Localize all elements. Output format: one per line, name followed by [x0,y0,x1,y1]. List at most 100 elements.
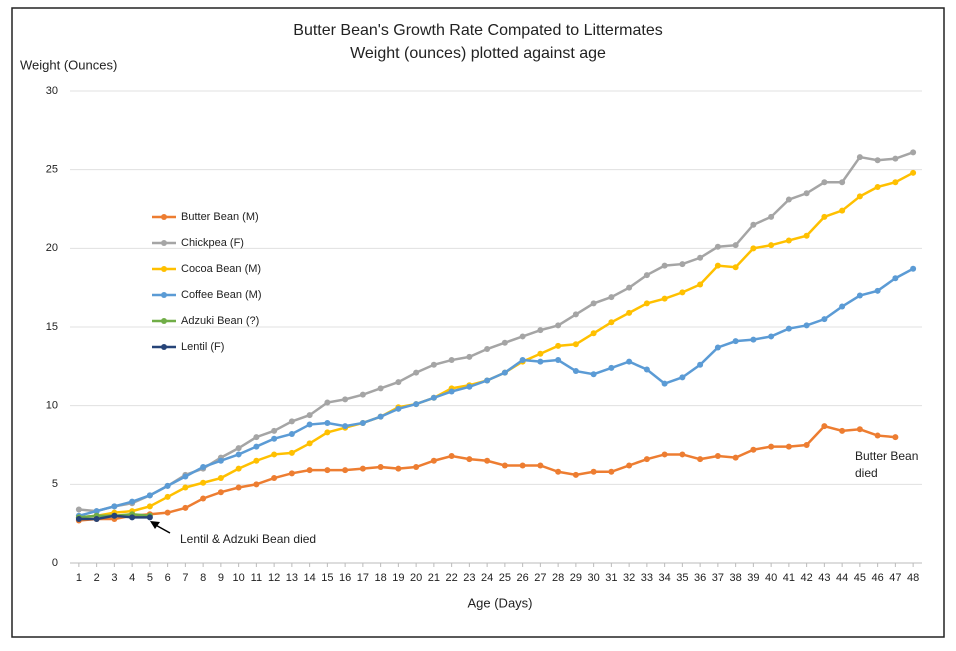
data-point [856,193,863,200]
legend-marker [161,240,167,246]
data-point [342,396,349,403]
data-point [448,453,455,460]
annotation: Lentil & Adzuki Bean died [180,532,316,546]
data-point [519,462,526,469]
data-point [164,493,171,500]
data-point [200,495,207,502]
data-point [217,475,224,482]
data-point [714,262,721,269]
data-point [324,399,331,406]
data-point [164,509,171,516]
x-tick-label: 45 [854,572,866,584]
legend-marker [161,266,167,272]
data-point [288,430,295,437]
legend-label: Lentil (F) [181,341,224,353]
legend-label: Coffee Bean (M) [181,289,262,301]
legend-marker [161,292,167,298]
data-point [537,462,544,469]
data-point [111,512,118,519]
legend-label: Chickpea (F) [181,237,244,249]
data-point [768,333,775,340]
data-point [892,155,899,162]
data-point [643,456,650,463]
data-point [466,383,473,390]
x-tick-label: 15 [321,572,333,584]
data-point [537,327,544,334]
data-point [217,489,224,496]
data-point [732,338,739,345]
data-point [661,262,668,269]
data-point [874,287,881,294]
annotation: died [855,466,878,480]
data-point [768,443,775,450]
legend-label: Cocoa Bean (M) [181,263,261,275]
data-point [714,344,721,351]
data-point [803,442,810,448]
x-tick-label: 28 [552,572,564,584]
x-tick-label: 22 [446,572,458,584]
data-point [590,468,597,475]
data-point [253,443,260,450]
data-point [430,361,437,368]
data-point [785,443,792,450]
data-point [874,183,881,190]
x-tick-label: 38 [730,572,742,584]
data-point [661,295,668,302]
data-point [821,213,828,220]
legend-label: Butter Bean (M) [181,211,259,223]
data-point [377,413,384,420]
data-point [714,453,721,460]
data-point [839,179,846,186]
data-point [306,467,313,474]
data-point [661,451,668,458]
arrow-head [150,521,160,529]
x-tick-label: 39 [747,572,759,584]
data-point [359,419,366,426]
x-tick-label: 23 [463,572,475,584]
data-point [572,311,579,318]
data-point [910,169,917,176]
data-point [697,361,704,368]
x-tick-label: 3 [111,572,117,584]
data-point [608,364,615,371]
x-tick-label: 34 [659,572,671,584]
data-point [235,451,242,458]
data-point [430,394,437,401]
data-point [519,333,526,340]
data-point [732,242,739,249]
x-tick-label: 19 [392,572,404,584]
data-point [821,179,828,186]
data-point [572,471,579,478]
data-point [590,330,597,337]
x-tick-label: 5 [147,572,153,584]
data-point [626,309,633,316]
x-tick-label: 11 [251,572,262,584]
x-tick-label: 20 [410,572,422,584]
data-point [555,468,562,475]
data-point [501,339,508,346]
data-point [146,492,153,499]
data-point [129,498,136,505]
data-point [306,440,313,447]
data-point [892,434,899,441]
data-point [413,401,420,408]
data-point [750,221,757,228]
annotation: Butter Bean [855,449,918,463]
data-point [910,149,917,156]
data-point [856,292,863,299]
data-point [288,449,295,456]
x-tick-label: 14 [304,572,316,584]
data-point [288,470,295,477]
x-tick-label: 4 [129,572,135,584]
data-point [856,154,863,161]
data-point [643,272,650,279]
data-point [768,213,775,220]
data-point [377,464,384,471]
x-tick-label: 29 [570,572,582,584]
data-point [466,353,473,360]
data-point [466,456,473,463]
data-point [395,465,402,472]
data-point [714,243,721,250]
x-tick-label: 13 [286,572,298,584]
y-axis-label: Weight (Ounces) [20,57,117,72]
